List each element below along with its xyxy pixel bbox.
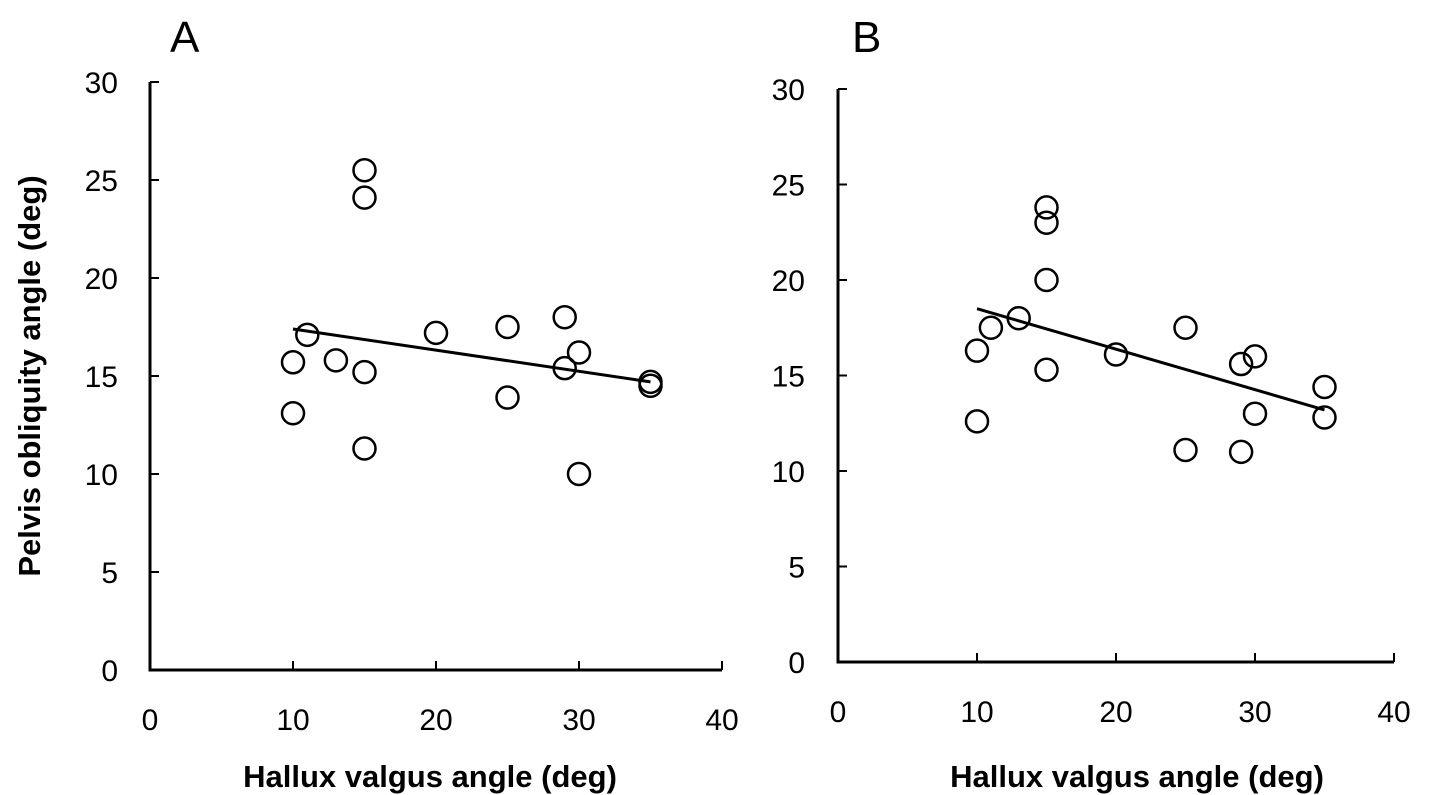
data-point-a (552, 355, 577, 381)
data-point-b (1312, 374, 1337, 400)
data-point-b (1034, 267, 1059, 293)
panel-label-a: A (170, 13, 200, 62)
data-point-a (566, 340, 592, 365)
y-tick-label-a: 5 (101, 557, 118, 590)
y-tick-label-a: 30 (85, 67, 118, 100)
x-axis-title-a: Hallux valgus angle (deg) (243, 759, 617, 794)
panel-label-b: B (852, 13, 881, 62)
data-point-a (280, 400, 306, 426)
data-point-b (1173, 437, 1198, 463)
y-tick-label-a: 0 (101, 655, 118, 688)
y-tick-label-b: 5 (788, 552, 805, 585)
y-tick-label-a: 15 (85, 361, 118, 394)
x-tick-label-b: 10 (960, 696, 993, 729)
data-point-b (978, 315, 1004, 340)
data-point-b (1228, 439, 1254, 465)
data-point-a (352, 185, 377, 210)
x-tick-label-a: 30 (562, 704, 595, 737)
scatter-points-a (280, 157, 663, 487)
y-tick-label-a: 25 (85, 165, 118, 198)
y-tick-label-b: 10 (772, 456, 805, 489)
y-axis-title: Pelvis obliquity angle (deg) (12, 175, 47, 576)
data-point-b (1173, 315, 1198, 340)
y-tick-label-a: 20 (85, 263, 118, 296)
x-tick-label-a: 10 (276, 704, 309, 737)
axes-b: 0 10 20 30 40 0 5 10 15 20 25 30 (772, 74, 1411, 729)
data-point-a (566, 461, 592, 487)
data-point-a (638, 373, 663, 399)
x-tick-label-b: 0 (830, 696, 847, 729)
scatter-points-b (964, 195, 1337, 465)
chart-panel-b: B Hallux valgus angle (deg) 0 10 20 30 40 0 5 1… (772, 13, 1411, 794)
x-tick-label-b: 20 (1099, 696, 1132, 729)
chart-panel-a: A Hallux valgus angle (deg) 0 10 20 30 40 0 5 1… (85, 13, 739, 794)
data-point-b (1228, 351, 1254, 377)
trendline-b (976, 307, 1325, 412)
axes-a: 0 10 20 30 40 0 5 10 15 20 25 30 (85, 67, 739, 737)
data-point-a (423, 320, 449, 346)
data-point-a (352, 436, 377, 461)
x-tick-label-a: 40 (705, 704, 738, 737)
y-tick-label-b: 30 (772, 74, 805, 107)
data-point-a (495, 314, 520, 340)
x-axis-title-b: Hallux valgus angle (deg) (950, 759, 1324, 794)
trendline-a (292, 327, 651, 384)
data-point-b (1006, 305, 1031, 331)
y-tick-label-b: 25 (772, 170, 805, 203)
data-point-b (1242, 344, 1268, 369)
data-point-b (964, 338, 990, 363)
data-point-a (552, 304, 577, 330)
x-tick-label-b: 40 (1377, 696, 1410, 729)
x-tick-label-a: 0 (142, 704, 159, 737)
data-point-b (964, 409, 990, 434)
data-point-b (1034, 210, 1059, 235)
data-point-a (352, 359, 377, 385)
data-point-b (1034, 195, 1059, 220)
y-tick-label-a: 10 (85, 459, 118, 492)
y-tick-label-b: 15 (772, 361, 805, 394)
data-point-b (1034, 357, 1059, 383)
data-point-b (1312, 405, 1337, 430)
y-tick-label-b: 0 (788, 647, 805, 680)
y-tick-label-b: 20 (772, 265, 805, 298)
data-point-a (280, 350, 306, 375)
data-point-a (495, 385, 520, 410)
data-point-b (1242, 401, 1268, 426)
data-point-a (295, 322, 320, 348)
data-point-a (323, 348, 349, 373)
data-point-a (352, 157, 377, 183)
data-point-b (1103, 342, 1129, 367)
x-tick-label-a: 20 (419, 704, 452, 737)
x-tick-label-b: 30 (1238, 696, 1271, 729)
